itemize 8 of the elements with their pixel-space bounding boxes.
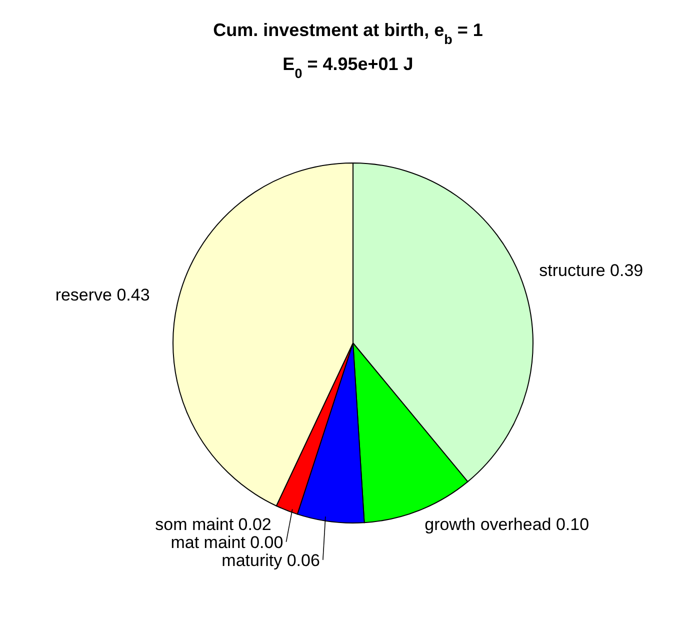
slice-label: growth overhead 0.10 bbox=[424, 514, 590, 534]
chart-subtitle: E$_{0}$ = 4.95e+01 J bbox=[282, 54, 414, 80]
slice-label: structure 0.39 bbox=[539, 261, 644, 280]
category-label: mat maint 0.00 bbox=[170, 532, 284, 552]
chart-title: Cum. investment at birth, e$_{b}$ = 1 bbox=[213, 20, 483, 46]
slice-label: maturity 0.06 bbox=[222, 550, 320, 570]
slice-label: som maint 0.02 bbox=[155, 514, 272, 534]
slice-label: reserve 0.43 bbox=[55, 285, 150, 304]
